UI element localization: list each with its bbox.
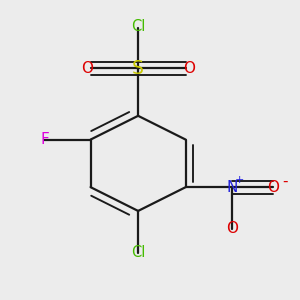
Text: O: O	[183, 61, 195, 76]
Text: O: O	[82, 61, 94, 76]
Text: O: O	[226, 221, 238, 236]
Text: S: S	[132, 59, 144, 78]
Text: Cl: Cl	[131, 19, 145, 34]
Text: O: O	[267, 180, 279, 195]
Text: -: -	[283, 174, 288, 189]
Text: +: +	[235, 175, 244, 185]
Text: Cl: Cl	[131, 245, 145, 260]
Text: N: N	[226, 180, 237, 195]
Text: F: F	[40, 132, 49, 147]
